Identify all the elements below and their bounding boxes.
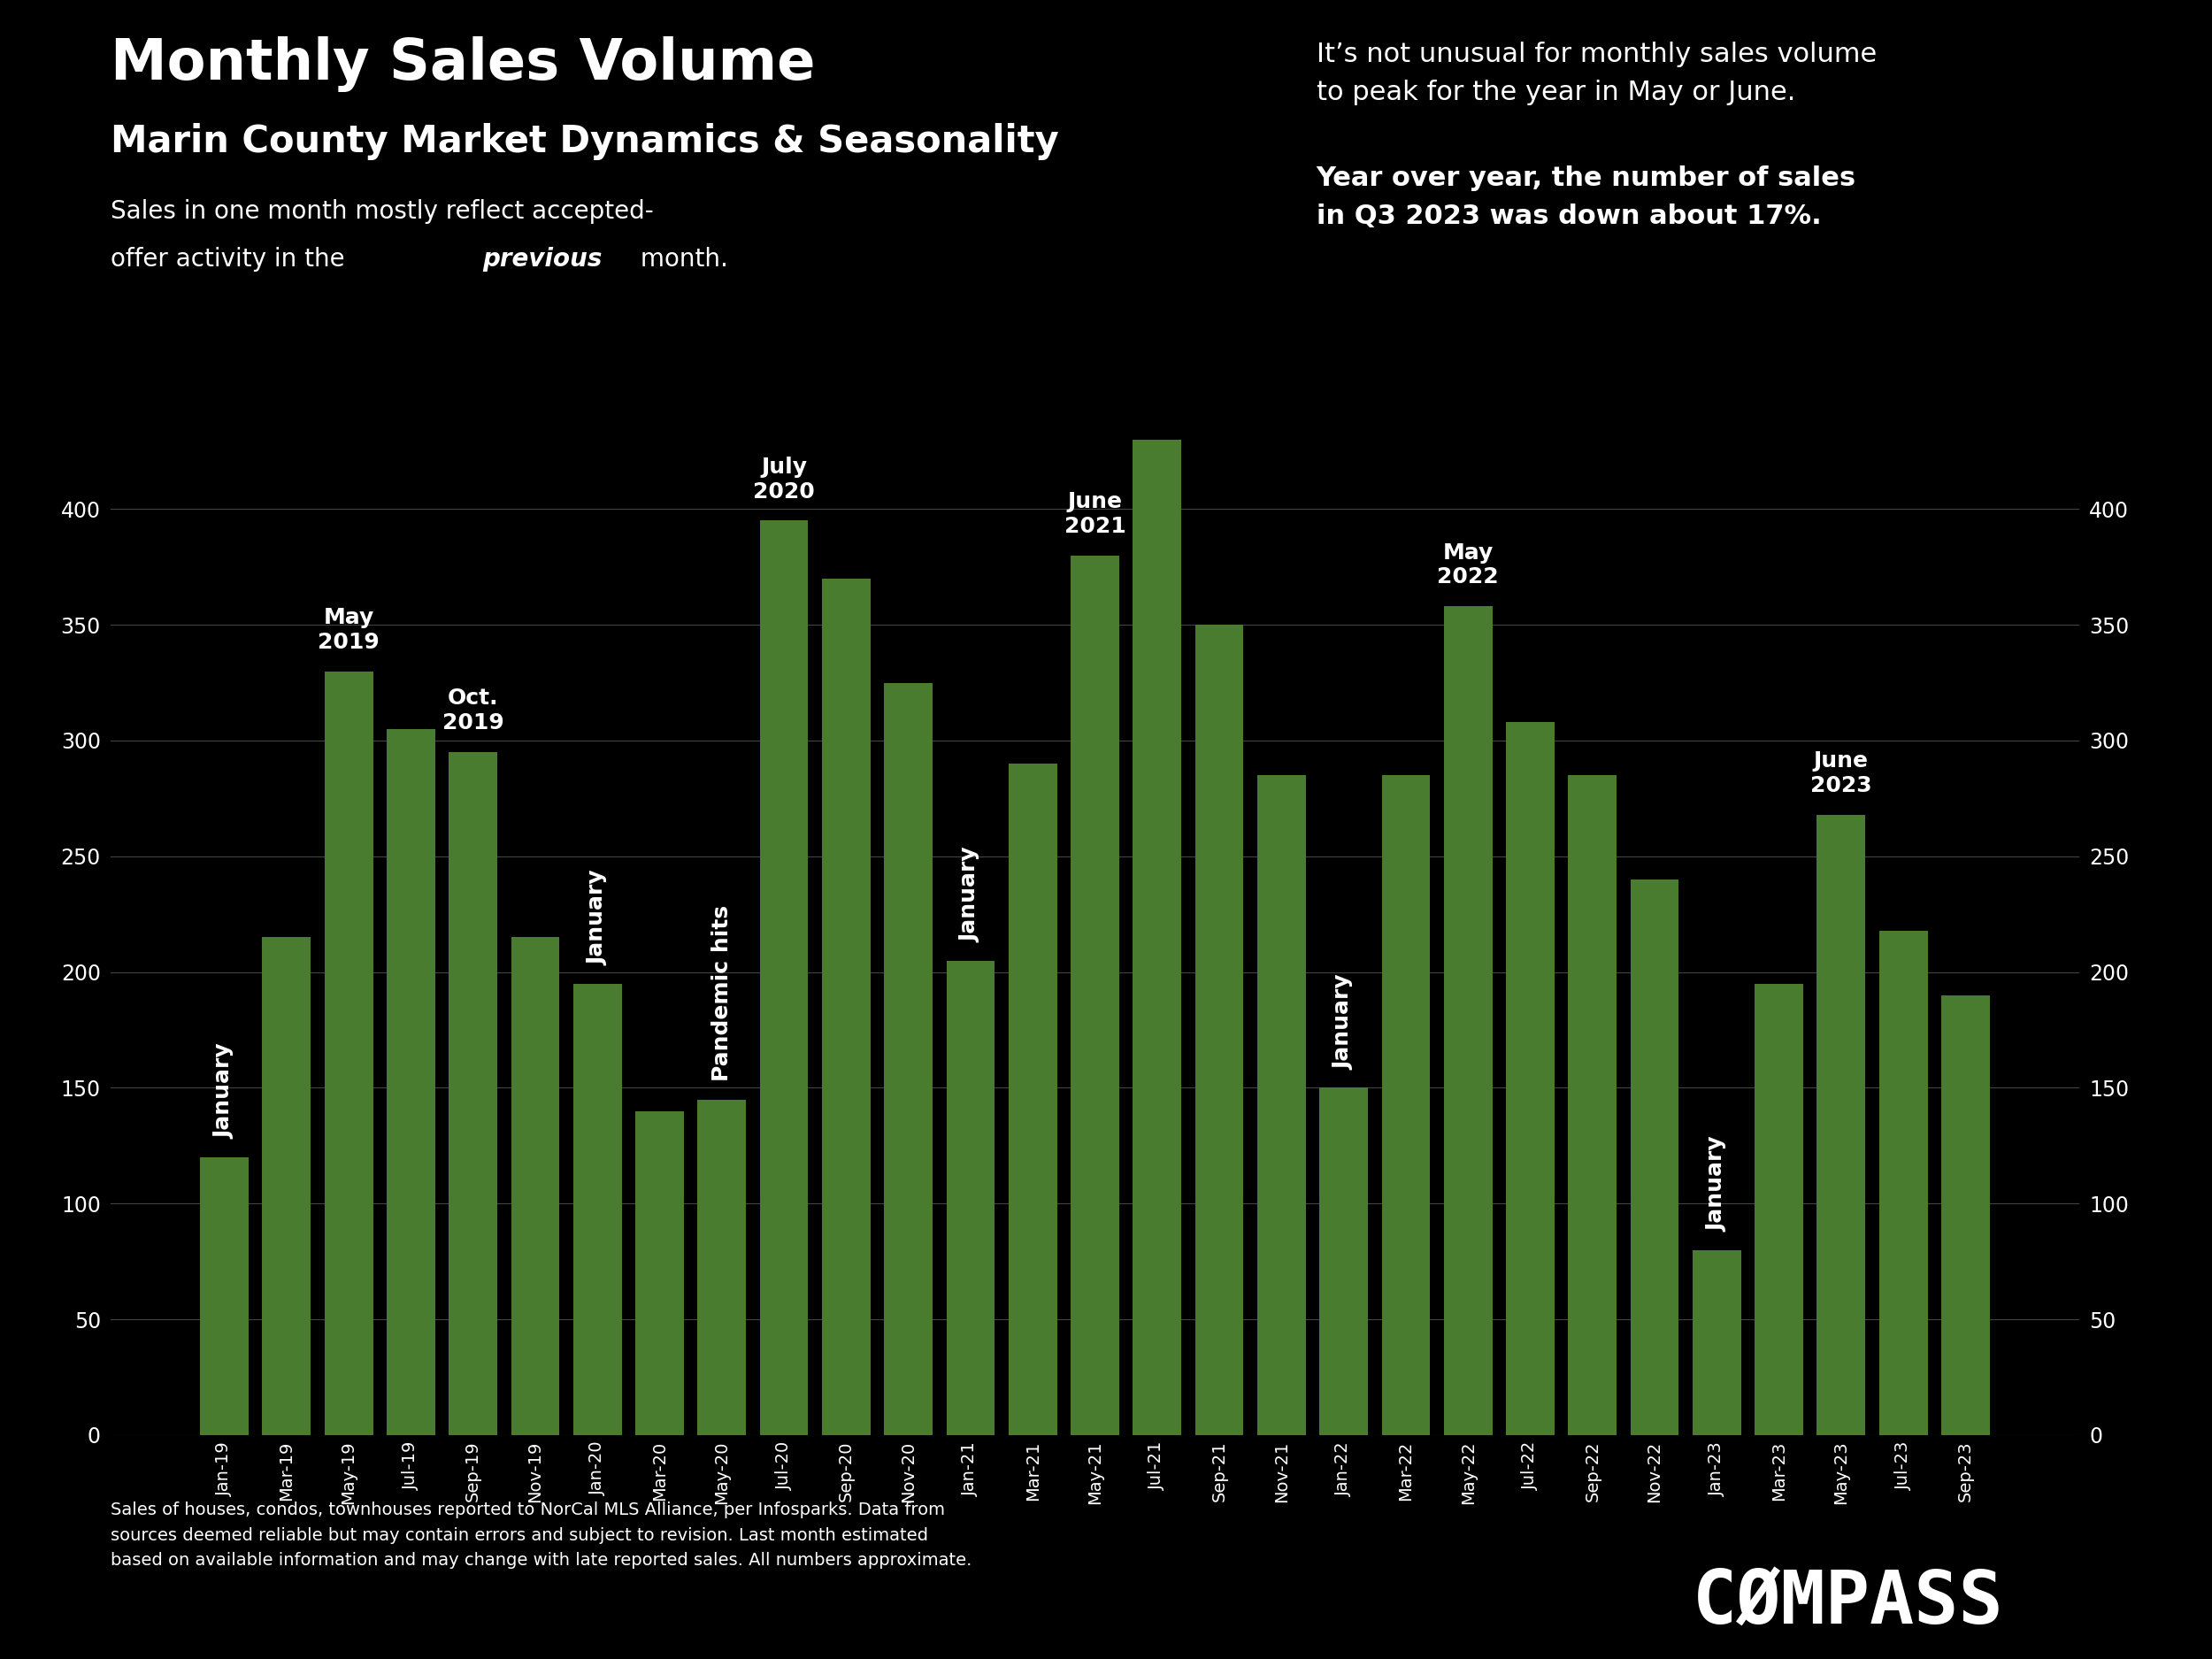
Text: previous: previous: [482, 247, 602, 272]
Text: Monthly Sales Volume: Monthly Sales Volume: [111, 36, 816, 93]
Text: January: January: [1334, 974, 1354, 1070]
Text: CØMPASS: CØMPASS: [1692, 1568, 2004, 1639]
Bar: [1382, 775, 1431, 1435]
Bar: [573, 984, 622, 1435]
Bar: [823, 579, 872, 1435]
Text: It’s not unusual for monthly sales volume
to peak for the year in May or June.: It’s not unusual for monthly sales volum…: [1316, 41, 1876, 105]
Bar: [325, 672, 374, 1435]
Bar: [387, 728, 436, 1435]
Text: Sales of houses, condos, townhouses reported to NorCal MLS Alliance, per Infospa: Sales of houses, condos, townhouses repo…: [111, 1501, 971, 1569]
Bar: [1880, 931, 1927, 1435]
Text: offer activity in the: offer activity in the: [111, 247, 352, 272]
Text: January: January: [1705, 1136, 1728, 1231]
Text: January: January: [215, 1044, 234, 1138]
Text: month.: month.: [633, 247, 728, 272]
Bar: [1133, 440, 1181, 1435]
Bar: [885, 684, 933, 1435]
Text: July
2020: July 2020: [752, 456, 814, 503]
Text: May
2019: May 2019: [319, 607, 380, 652]
Bar: [1506, 722, 1555, 1435]
Bar: [1444, 606, 1493, 1435]
Bar: [1071, 556, 1119, 1435]
Text: Oct.
2019: Oct. 2019: [442, 688, 504, 733]
Bar: [697, 1100, 745, 1435]
Bar: [199, 1158, 248, 1435]
Bar: [511, 937, 560, 1435]
Text: January: January: [586, 869, 608, 966]
Bar: [1318, 1088, 1367, 1435]
Bar: [1754, 984, 1803, 1435]
Text: June
2021: June 2021: [1064, 491, 1126, 538]
Bar: [947, 961, 995, 1435]
Text: June
2023: June 2023: [1809, 750, 1871, 796]
Text: May
2022: May 2022: [1438, 542, 1500, 587]
Bar: [1816, 815, 1865, 1435]
Text: Marin County Market Dynamics & Seasonality: Marin County Market Dynamics & Seasonali…: [111, 123, 1060, 159]
Bar: [1009, 763, 1057, 1435]
Text: Pandemic hits: Pandemic hits: [712, 904, 732, 1082]
Bar: [1194, 625, 1243, 1435]
Bar: [449, 752, 498, 1435]
Bar: [1256, 775, 1305, 1435]
Bar: [1630, 879, 1679, 1435]
Bar: [1568, 775, 1617, 1435]
Text: January: January: [960, 846, 982, 942]
Bar: [1692, 1249, 1741, 1435]
Text: Year over year, the number of sales
in Q3 2023 was down about 17%.: Year over year, the number of sales in Q…: [1316, 166, 1856, 229]
Text: Sales in one month mostly reflect accepted-: Sales in one month mostly reflect accept…: [111, 199, 655, 224]
Bar: [1942, 995, 1991, 1435]
Bar: [263, 937, 310, 1435]
Bar: [635, 1112, 684, 1435]
Bar: [759, 521, 807, 1435]
